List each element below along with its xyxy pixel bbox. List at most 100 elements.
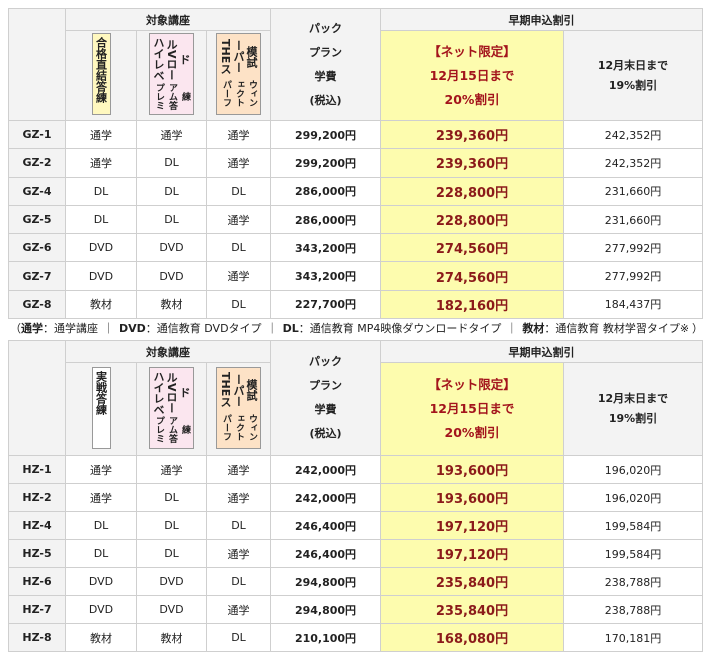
course-label-line: パーフェクトウィン xyxy=(221,413,257,441)
early-header: 早期申込割引 xyxy=(380,8,703,31)
course-type: 教材 xyxy=(136,289,207,320)
course-type: 通学 xyxy=(206,595,271,624)
courses-header: 対象講座 xyxy=(65,340,271,363)
course-type: 通学 xyxy=(65,455,137,484)
pack-price: 294,800円 xyxy=(270,567,381,596)
course-type: 通学 xyxy=(206,204,271,235)
course-label-line: ハイレベルVロード xyxy=(152,37,191,82)
data-row: HZ-8 教材 教材 DL 210,100円 168,080円 170,181円 xyxy=(8,623,703,652)
course-type: DL xyxy=(206,176,271,206)
course-type: 教材 xyxy=(65,623,137,652)
note-text: ：通信教育 MP4映像ダウンロードタイプ xyxy=(298,322,502,335)
net-price: 274,560円 xyxy=(380,261,564,291)
plan-code: GZ-8 xyxy=(8,289,66,320)
course-type: DL xyxy=(65,511,137,540)
pack-line: プラン xyxy=(309,379,342,392)
course-label-line: THEスーパー模試 xyxy=(219,38,258,75)
course-type: 通学 xyxy=(136,455,207,484)
pack-line: (税込) xyxy=(309,93,342,107)
plan-code: GZ-1 xyxy=(8,119,66,150)
courses-header: 対象講座 xyxy=(65,8,271,31)
plan-code: HZ-2 xyxy=(8,483,66,512)
end-price: 199,584円 xyxy=(563,511,703,540)
net-price: 274,560円 xyxy=(380,233,564,263)
pack-price: 294,800円 xyxy=(270,595,381,624)
pack-header: パック プラン 学費 (税込) xyxy=(270,8,381,121)
header-row: 合格直結答練 ハイレベルVロード プレミアム答練 THEスーパー模試パーフェクトウィン… xyxy=(9,30,703,121)
pack-price: 227,700円 xyxy=(270,289,381,320)
note-separator: ｜ xyxy=(506,322,518,335)
course-label-line: パーフェクトウィン xyxy=(221,80,257,107)
course-label: ハイレベルVロード プレミアム答練 xyxy=(149,33,194,115)
course-type: DVD xyxy=(65,261,137,291)
pack-price: 246,400円 xyxy=(270,511,381,540)
header-row: 実戦答練 ハイレベルVロード プレミアム答練 THEスーパー模試パーフェクトウィン 【ネ… xyxy=(9,362,703,456)
pack-price: 246,400円 xyxy=(270,539,381,568)
course-type: DL xyxy=(65,176,137,206)
pack-price: 343,200円 xyxy=(270,233,381,263)
course-label-line: 実戦答練 xyxy=(94,370,108,415)
course-type: DL xyxy=(206,567,271,596)
net-line: 【ネット限定】 xyxy=(428,377,516,392)
plan-code: HZ-4 xyxy=(8,511,66,540)
pack-price: 210,100円 xyxy=(270,623,381,652)
data-row: HZ-1 通学 通学 通学 242,000円 193,600円 196,020円 xyxy=(8,455,703,484)
note-close: ） xyxy=(692,322,704,335)
pack-price: 343,200円 xyxy=(270,261,381,291)
course-cell: THEスーパー模試パーフェクトウィン xyxy=(206,30,271,121)
course-label-line: ハイレベルVロード xyxy=(152,370,191,415)
net-price: 182,160円 xyxy=(380,289,564,320)
data-row: HZ-7 DVD DVD 通学 294,800円 235,840円 238,788円 xyxy=(8,595,703,624)
pack-header: パックプラン学費 (税込) xyxy=(270,340,381,456)
header-row: 対象講座 パック プラン 学費 (税込) 早期申込割引 xyxy=(8,8,703,121)
plan-code: HZ-1 xyxy=(8,455,66,484)
pack-price: 242,000円 xyxy=(270,455,381,484)
data-row: GZ-5 DL DL 通学 286,000円 228,800円 231,660円 xyxy=(8,204,703,235)
data-row: HZ-2 通学 DL 通学 242,000円 193,600円 196,020円 xyxy=(8,483,703,512)
course-label-line: プレミアム答練 xyxy=(154,416,190,444)
net-price: 197,120円 xyxy=(380,539,564,568)
end-price: 196,020円 xyxy=(563,455,703,484)
pack-line: パック xyxy=(309,355,342,368)
course-label-line: 合格直結答練 xyxy=(94,37,108,103)
plan-code: GZ-5 xyxy=(8,204,66,235)
early-header: 早期申込割引 xyxy=(380,340,703,363)
end-line: 19%割引 xyxy=(608,78,658,92)
pack-line: 学費 xyxy=(314,403,337,416)
net-line: 12月15日まで xyxy=(429,401,515,416)
course-label-line: THEスーパー模試 xyxy=(219,372,258,408)
end-line: 12月末日まで xyxy=(597,392,669,405)
net-price: 235,840円 xyxy=(380,567,564,596)
course-type: DVD xyxy=(65,233,137,263)
net-price: 193,600円 xyxy=(380,455,564,484)
course-type: DL xyxy=(206,289,271,320)
pack-line: (税込) xyxy=(309,427,342,440)
net-price: 235,840円 xyxy=(380,595,564,624)
course-type: DVD xyxy=(65,567,137,596)
plan-code: HZ-5 xyxy=(8,539,66,568)
net-header: 【ネット限定】 12月15日まで 20%割引 xyxy=(380,362,564,456)
course-type: DVD xyxy=(136,233,207,263)
pack-line: プラン xyxy=(309,45,342,59)
course-type: DL xyxy=(136,483,207,512)
end-price: 242,352円 xyxy=(563,119,703,150)
course-type: 通学 xyxy=(206,483,271,512)
course-type: DVD xyxy=(65,595,137,624)
note-separator: ｜ xyxy=(103,322,114,335)
net-price: 228,800円 xyxy=(380,176,564,206)
note-key: DL xyxy=(282,322,299,335)
net-price: 228,800円 xyxy=(380,204,564,235)
course-type: 教材 xyxy=(65,289,137,320)
course-type: 通学 xyxy=(65,148,137,178)
price-table: 対象講座パックプラン学費 (税込) 早期申込割引実戦答練 ハイレベルVロード プレミアム… xyxy=(8,340,703,652)
end-price: 277,992円 xyxy=(563,233,703,263)
course-type: 通学 xyxy=(206,539,271,568)
data-row: GZ-6 DVD DVD DL 343,200円 274,560円 277,992円 xyxy=(8,233,703,263)
pack-price: 286,000円 xyxy=(270,176,381,206)
net-line: 20%割引 xyxy=(444,91,500,107)
end-price: 196,020円 xyxy=(563,483,703,512)
net-price: 168,080円 xyxy=(380,623,564,652)
course-type: 通学 xyxy=(65,483,137,512)
pack-line: パック xyxy=(309,21,342,35)
